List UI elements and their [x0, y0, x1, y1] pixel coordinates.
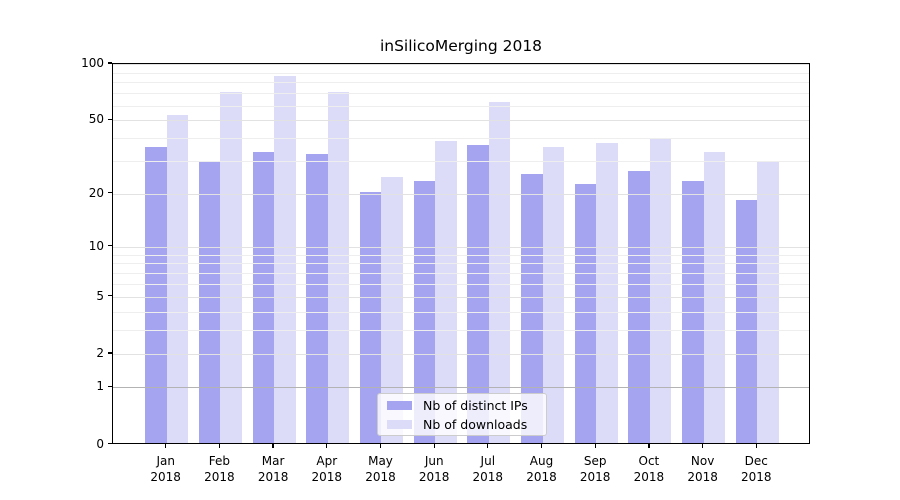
- gridline-minor-40: [113, 138, 809, 140]
- legend-row-distinct-ips: Nb of distinct IPs: [378, 397, 546, 413]
- x-tick-nov: [702, 443, 704, 448]
- bar-apr-distinct-ips: [306, 154, 328, 443]
- bar-jun-distinct-ips: [413, 180, 436, 443]
- bar-jan-downloads: [166, 115, 189, 443]
- gridline-minor-90: [113, 72, 809, 74]
- x-tick-jan: [165, 443, 167, 448]
- x-tick-label-nov: Nov 2018: [687, 453, 718, 485]
- bar-apr-downloads: [327, 92, 350, 443]
- gridline-minor-4: [113, 311, 809, 313]
- bar-aug-downloads: [542, 147, 565, 443]
- x-tick-aug: [540, 443, 543, 448]
- x-tick-label-aug: Aug 2018: [526, 453, 557, 485]
- bar-jul-downloads: [488, 102, 511, 443]
- bar-dec-downloads: [757, 162, 779, 443]
- y-tick-label-0: 0: [96, 436, 104, 451]
- y-tick-label-5: 5: [96, 288, 104, 303]
- x-tick-mar: [272, 443, 274, 448]
- x-tick-label-may: May 2018: [365, 453, 396, 485]
- gridline-major-10: [113, 246, 809, 248]
- x-tick-label-feb: Feb 2018: [204, 453, 235, 485]
- x-tick-label-sep: Sep 2018: [579, 453, 611, 485]
- x-tick-jul: [487, 443, 489, 448]
- bar-feb-distinct-ips: [198, 162, 221, 443]
- bar-may-downloads: [381, 177, 403, 443]
- y-tick-50: [108, 118, 112, 120]
- x-tick-label-oct: Oct 2018: [633, 453, 665, 485]
- bar-mar-downloads: [274, 76, 296, 443]
- gridline-minor-9: [113, 254, 809, 256]
- y-tick-label-10: 10: [88, 238, 104, 253]
- bar-jul-distinct-ips: [467, 144, 489, 443]
- y-tick-1: [108, 385, 112, 388]
- x-tick-label-jun: Jun 2018: [418, 453, 450, 485]
- y-tick-0: [108, 442, 112, 445]
- gridline-minor-7: [113, 273, 809, 275]
- y-tick-20: [108, 191, 112, 194]
- x-tick-may: [379, 443, 382, 448]
- gridline-major-20: [113, 193, 809, 195]
- gridline-major-1: [113, 387, 809, 389]
- bar-nov-distinct-ips: [682, 180, 704, 443]
- bar-aug-distinct-ips: [521, 173, 543, 443]
- gridline-minor-6: [113, 284, 809, 286]
- x-tick-dec: [755, 443, 757, 448]
- bar-sep-downloads: [596, 142, 618, 443]
- y-tick-label-1: 1: [96, 379, 104, 394]
- bar-jan-distinct-ips: [145, 147, 167, 443]
- y-tick-label-2: 2: [96, 345, 104, 360]
- plot-area: [112, 63, 810, 444]
- bar-oct-distinct-ips: [628, 170, 650, 443]
- x-tick-feb: [218, 443, 220, 448]
- legend-swatch-downloads: [387, 419, 412, 429]
- x-tick-oct: [648, 443, 650, 448]
- y-tick-100: [108, 62, 112, 64]
- y-tick-label-50: 50: [88, 112, 104, 127]
- x-tick-label-jan: Jan 2018: [150, 453, 181, 485]
- legend-label-downloads: Nb of downloads: [423, 416, 528, 432]
- gridline-major-100: [113, 64, 809, 65]
- chart-title: inSilicoMerging 2018: [379, 37, 543, 55]
- gridline-minor-3: [113, 330, 809, 332]
- legend-label-distinct-ips: Nb of distinct IPs: [423, 397, 528, 413]
- gridline-major-50: [113, 120, 809, 122]
- x-tick-apr: [326, 443, 328, 448]
- x-tick-label-mar: Mar 2018: [257, 453, 289, 485]
- legend-swatch-distinct-ips: [387, 400, 412, 410]
- y-tick-10: [108, 245, 112, 247]
- gridline-major-5: [113, 296, 809, 298]
- x-tick-jun: [433, 443, 435, 448]
- bar-sep-distinct-ips: [574, 184, 597, 443]
- bar-dec-distinct-ips: [735, 199, 758, 443]
- y-tick-5: [108, 295, 112, 297]
- gridline-minor-30: [113, 161, 809, 163]
- x-tick-sep: [594, 443, 596, 448]
- legend-row-downloads: Nb of downloads: [378, 416, 546, 432]
- y-tick-label-100: 100: [81, 56, 104, 70]
- gridline-minor-60: [113, 105, 809, 107]
- gridline-minor-80: [113, 82, 809, 84]
- gridline-minor-70: [113, 93, 809, 95]
- y-tick-2: [108, 352, 112, 354]
- x-tick-label-jul: Jul 2018: [472, 453, 504, 485]
- gridline-minor-8: [113, 263, 809, 265]
- y-tick-label-20: 20: [88, 185, 104, 200]
- bar-feb-downloads: [220, 92, 242, 443]
- legend: Nb of distinct IPs Nb of downloads: [377, 393, 547, 436]
- bar-may-distinct-ips: [359, 191, 382, 443]
- x-tick-label-apr: Apr 2018: [311, 453, 343, 485]
- gridline-major-2: [113, 353, 809, 355]
- bar-jun-downloads: [435, 140, 457, 443]
- x-tick-label-dec: Dec 2018: [741, 453, 772, 485]
- bar-oct-downloads: [649, 138, 672, 443]
